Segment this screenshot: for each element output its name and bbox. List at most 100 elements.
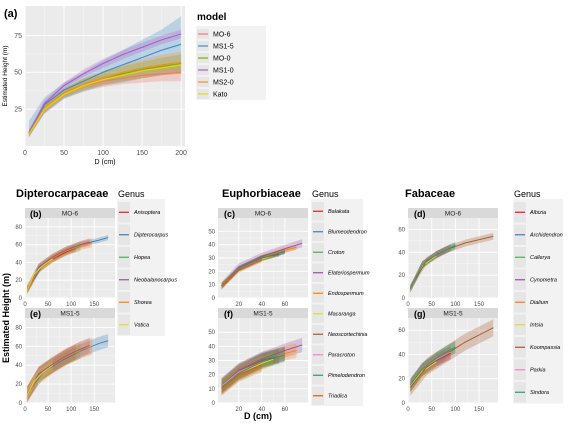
- legend-title: model: [197, 12, 227, 23]
- y-tick-label: 0: [212, 401, 216, 407]
- plot-background: [25, 318, 115, 403]
- y-tick-label: 40: [398, 250, 405, 256]
- y-tick-label: 10: [208, 283, 215, 289]
- confidence-band-triadica: [221, 256, 262, 289]
- panel-strip-label: MS1-5: [60, 311, 80, 318]
- panel-strip: [408, 208, 498, 218]
- legend-d: Genus Albizia Archidendron Callerya Cynometr…: [513, 189, 563, 404]
- series-line-ms2-0: [28, 61, 182, 135]
- legend-entry-elateriospermum: Elateriospermum: [328, 271, 370, 277]
- legend-entry-cynometra: Cynometra: [530, 278, 557, 284]
- plot-background: [25, 218, 115, 298]
- confidence-band-paracroton: [221, 256, 262, 289]
- panel-d: MO-6 0 50 100 150 0 20 40 60 (d): [398, 208, 498, 308]
- panel-strip: [218, 308, 308, 318]
- y-tick-label: 20: [208, 269, 215, 275]
- panel-label-d: (d): [414, 209, 426, 219]
- panel-label-c: (c): [224, 209, 235, 219]
- series-line-intsia: [410, 361, 437, 387]
- family-title-euphorbiaceae: Euphorbiaceae: [222, 188, 301, 200]
- legend-title: Genus: [514, 189, 541, 199]
- legend-entry-albizia: Albizia: [529, 210, 546, 216]
- confidence-band-parkia: [410, 244, 451, 293]
- x-tick-label: 100: [450, 302, 461, 308]
- series-line-neobalanocarpus: [26, 241, 90, 290]
- panel-strip-label: MO-6: [255, 211, 272, 218]
- confidence-band-croton: [221, 250, 280, 289]
- x-tick-label: 40: [259, 407, 266, 413]
- y-tick-label: 60: [15, 344, 22, 350]
- y-tick-label: 40: [15, 260, 22, 266]
- panel-strip: [408, 308, 498, 318]
- legend-c: Genus Balakata Blumeodendron Croton Elaterio…: [311, 189, 370, 406]
- panel-strip-label: MO-6: [62, 211, 79, 218]
- legend-entry-croton: Croton: [328, 250, 345, 256]
- series-line-ms1-5: [28, 43, 182, 133]
- x-tick-label: 20: [235, 302, 242, 308]
- panel-f: MS1-5 20 40 60 0 10 20 30 40 50 (f): [208, 308, 308, 413]
- series-line-elateriospermum: [221, 242, 303, 287]
- confidence-band-ms1-0: [28, 29, 182, 136]
- series-line-pimelodendron: [221, 354, 286, 388]
- confidence-band-mo-6: [28, 63, 182, 136]
- legends-layer: model MO-6 MS1-5 MO-0 MS1-0 MS2-0 Kato Genus Ani…: [117, 12, 563, 406]
- series-line-elateriospermum: [221, 344, 303, 387]
- family-title-dipterocarpaceae: Dipterocarpaceae: [16, 188, 108, 200]
- legend-entry-koompassia: Koompassia: [530, 345, 560, 351]
- x-tick-label: 150: [89, 407, 100, 413]
- legend-entry-parkia: Parkia: [530, 368, 546, 374]
- confidence-band-archidendron: [410, 244, 451, 293]
- legend-title: Genus: [118, 189, 145, 199]
- legend-entry-callerya: Callerya: [530, 255, 550, 261]
- confidence-band-albizia: [410, 244, 451, 293]
- panel-b: MO-6 0 50 100 150 0 20 40 60 80 (b): [15, 208, 115, 308]
- panel-strip-label: MS1-5: [443, 311, 463, 318]
- x-tick-label: 100: [66, 407, 77, 413]
- legend-b: Genus Anisoptera Dipterocarpus Hopea Neobala…: [117, 189, 177, 336]
- y-tick-label: 40: [208, 243, 215, 249]
- confidence-band-sindora: [410, 242, 456, 293]
- y-tick-label: 0: [402, 401, 406, 407]
- panel-strip: [218, 208, 308, 218]
- y-tick-label: 0: [212, 296, 216, 302]
- x-tick-label: 50: [45, 407, 52, 413]
- y-tick-label: 10: [208, 387, 215, 393]
- x-axis-label: D (cm): [95, 159, 116, 166]
- legend-entry-dialium: Dialium: [530, 300, 549, 306]
- legend-entry-neoscortechinia: Neoscortechinia: [328, 332, 367, 338]
- x-tick-label: 0: [23, 150, 27, 157]
- y-tick-label: 0: [19, 401, 23, 407]
- shared-x-axis-label: D (cm): [244, 411, 272, 421]
- y-tick-label: 40: [398, 352, 405, 358]
- series-line-kato: [28, 64, 182, 135]
- x-tick-label: 50: [428, 302, 435, 308]
- series-line-triadica: [221, 258, 262, 287]
- y-tick-label: 20: [15, 278, 22, 284]
- y-tick-label: 50: [208, 229, 215, 235]
- confidence-band-intsia: [410, 252, 437, 293]
- legend-a: model MO-6 MS1-5 MO-0 MS1-0 MS2-0 Kato: [196, 12, 266, 100]
- x-tick-label: 150: [474, 302, 485, 308]
- y-tick-label: 20: [398, 377, 405, 383]
- confidence-band-shorea: [27, 337, 92, 403]
- panel-label-e: (e): [30, 309, 41, 319]
- y-tick-label: 50: [14, 70, 22, 77]
- legend-title: Genus: [312, 189, 339, 199]
- y-tick-label: 20: [208, 373, 215, 379]
- panel-c: MO-6 20 40 60 0 10 20 30 40 50 (c): [208, 208, 308, 308]
- legend-entry-mo-6: MO-6: [213, 31, 231, 38]
- confidence-band-cynometra: [410, 246, 446, 293]
- x-tick-label: 0: [406, 302, 410, 308]
- x-tick-label: 0: [23, 302, 27, 308]
- series-line-neobalanocarpus: [26, 344, 90, 394]
- series-line-pimelodendron: [221, 250, 286, 287]
- y-tick-label: 80: [15, 325, 22, 331]
- series-line-vatica: [26, 258, 53, 291]
- legend-entry-endospermum: Endospermum: [328, 291, 364, 297]
- plot-background: [408, 218, 498, 298]
- y-tick-label: 60: [15, 243, 22, 249]
- x-tick-label: 100: [66, 302, 77, 308]
- legend-entry-paracroton: Paracroton: [328, 353, 355, 359]
- panel-strip-label: MS1-5: [253, 311, 273, 318]
